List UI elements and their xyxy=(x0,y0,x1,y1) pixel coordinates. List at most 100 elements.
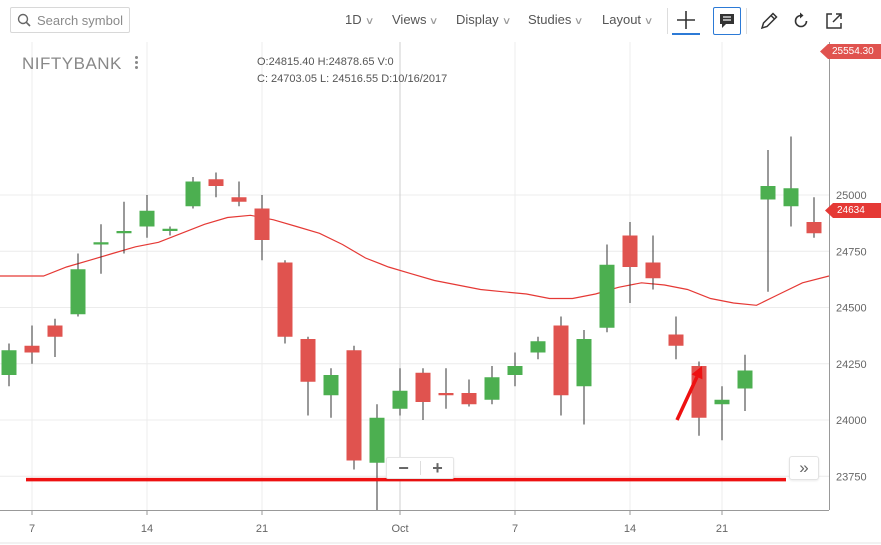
candle-body xyxy=(783,188,799,207)
zoom-divider xyxy=(420,461,421,475)
candle-body xyxy=(346,350,362,461)
moving-average-line xyxy=(0,214,830,306)
candle-down xyxy=(254,195,270,261)
candle-body xyxy=(93,242,109,245)
candle-body xyxy=(1,350,17,375)
last-price-tag: 25554.30 xyxy=(820,44,881,59)
zoom-in-button[interactable]: + xyxy=(432,458,443,478)
y-tick-label: 24000 xyxy=(836,415,867,427)
candle-up xyxy=(369,404,385,510)
tag-shape xyxy=(820,44,881,59)
candle-body xyxy=(24,345,40,353)
scroll-to-latest-button[interactable]: » xyxy=(789,456,819,480)
x-tick-label: 7 xyxy=(29,523,35,535)
candle-body xyxy=(714,399,730,405)
candle-body xyxy=(760,186,776,200)
candle-body xyxy=(300,339,316,382)
external-link-icon xyxy=(826,13,842,29)
candle-down xyxy=(277,260,293,344)
interval-dropdown[interactable]: 1D ∨ xyxy=(345,12,375,27)
ohlc-close-low-date: C: 24703.05 L: 24516.55 D:10/16/2017 xyxy=(257,73,447,85)
candle-body xyxy=(116,231,132,234)
layout-menu[interactable]: Layout ∨ xyxy=(602,12,653,27)
candle-down xyxy=(346,345,362,470)
candle-body xyxy=(507,366,523,375)
candle-body xyxy=(668,334,684,346)
candle-body xyxy=(70,269,86,315)
candle-body xyxy=(208,179,224,186)
candle-body xyxy=(415,372,431,402)
y-tick-label: 23750 xyxy=(836,471,867,483)
candle-up xyxy=(576,330,592,425)
candle-down xyxy=(461,379,477,407)
candle-down xyxy=(622,222,638,303)
views-label: Views xyxy=(392,12,427,27)
candle-body xyxy=(576,339,592,387)
ohlc-open-high-volume: O:24815.40 H:24878.65 V:0 xyxy=(257,56,394,68)
candle-up xyxy=(185,177,201,209)
candle-up xyxy=(484,366,500,405)
x-tick-label: Oct xyxy=(391,523,408,535)
candle-body xyxy=(392,390,408,409)
search-icon xyxy=(17,13,31,27)
pencil-icon xyxy=(760,12,778,30)
candle-body xyxy=(438,393,454,396)
views-menu[interactable]: Views ∨ xyxy=(392,12,439,27)
candle-down xyxy=(300,336,316,416)
toolbar-divider xyxy=(667,8,668,34)
close-value: C: 24703.05 xyxy=(257,73,317,85)
candle-body xyxy=(530,341,546,353)
symbol-search[interactable] xyxy=(10,7,130,33)
candle-up xyxy=(323,368,339,418)
candle-down xyxy=(24,325,40,364)
refresh-button[interactable] xyxy=(787,7,815,35)
more-vertical-icon[interactable] xyxy=(134,56,140,72)
y-tick-label: 25000 xyxy=(836,190,867,202)
symbol-name: NIFTYBANK xyxy=(22,54,122,73)
annotation-button[interactable] xyxy=(713,7,741,35)
candle-down xyxy=(668,316,684,360)
comment-icon xyxy=(720,14,734,28)
crosshair-button[interactable] xyxy=(672,7,700,35)
candle-up xyxy=(760,150,776,292)
display-menu[interactable]: Display ∨ xyxy=(456,12,512,27)
last-price-value: 25554.30 xyxy=(832,46,874,57)
studies-menu[interactable]: Studies ∨ xyxy=(528,12,584,27)
candle-down xyxy=(208,172,224,198)
studies-label: Studies xyxy=(528,12,572,27)
candle-body xyxy=(622,235,638,267)
popout-button[interactable] xyxy=(820,7,848,35)
candle-down xyxy=(231,181,247,207)
arrow-annotation xyxy=(675,376,699,421)
chevron-down-icon: ∨ xyxy=(364,16,375,27)
candle-body xyxy=(553,325,569,396)
toolbar-divider xyxy=(746,8,747,34)
arrow-head xyxy=(691,366,703,380)
candle-body xyxy=(599,264,615,328)
zoom-out-button[interactable]: − xyxy=(398,458,409,478)
x-tick-label: 14 xyxy=(624,523,636,535)
y-tick-label: 24250 xyxy=(836,359,867,371)
display-label: Display xyxy=(456,12,499,27)
axes-layer: 23750 24000 24250 24500 24750 25000 7 14 21 Oct 7 1… xyxy=(0,42,881,544)
chart-grid xyxy=(0,42,829,510)
chevron-down-icon: ∨ xyxy=(501,16,512,27)
refresh-icon xyxy=(794,12,808,28)
candle-body xyxy=(645,262,661,279)
candle-up xyxy=(392,368,408,416)
moving-average-tag: 24634 xyxy=(825,203,881,218)
chevron-down-icon: ∨ xyxy=(429,16,439,27)
y-tick-label: 24500 xyxy=(836,303,867,315)
draw-button[interactable] xyxy=(755,7,783,35)
candle-up xyxy=(530,336,546,360)
x-tick-label: 14 xyxy=(141,523,153,535)
candle-body xyxy=(369,417,385,463)
low-value: L: 24516.55 xyxy=(320,73,379,85)
search-input[interactable] xyxy=(37,11,127,29)
x-tick-label: 7 xyxy=(512,523,518,535)
date-value: D:10/16/2017 xyxy=(381,73,448,85)
x-tick-label: 21 xyxy=(256,523,268,535)
chart-toolbar: 1D∨ Views∨ Display∨ Studies∨ Layout∨ xyxy=(0,0,881,42)
candle-up xyxy=(1,343,17,387)
